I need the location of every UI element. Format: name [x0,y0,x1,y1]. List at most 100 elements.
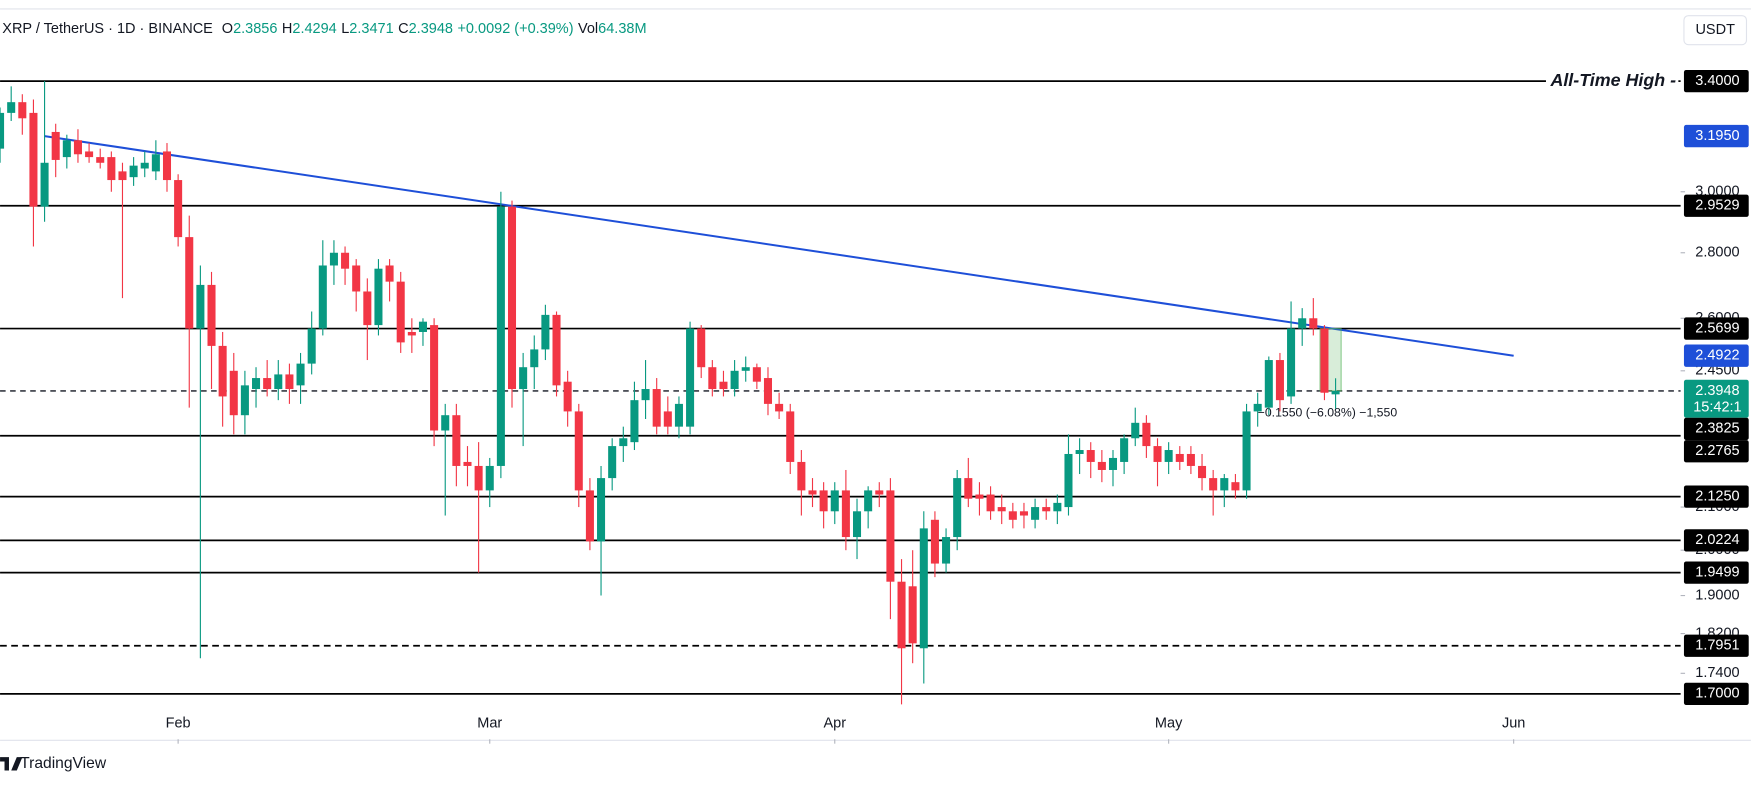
candle-body [797,461,806,491]
candle-body [1242,411,1251,491]
current-price-label: 15:42:1 [1693,400,1741,416]
candle-body [964,478,973,499]
candle-body [62,140,71,158]
candle-body [686,328,695,427]
candle-body [263,378,272,390]
candle-body [307,328,316,364]
measure-text: −0.1550 (−6.08%) −1,550 [1258,406,1398,420]
candle-body [585,490,594,542]
candle-body [997,507,1006,512]
trendline-label-box [1683,344,1749,367]
candle-body [752,367,761,382]
candle-body [1275,360,1284,401]
candle-body [51,131,60,160]
candle-body [1108,457,1118,470]
candle-body [597,478,606,542]
logo-icon [0,757,23,771]
ath-annotation-bg [1545,69,1679,93]
candle-body [808,490,817,495]
y-tick-label: 1.7400 [1695,665,1739,681]
candle-body [786,411,795,462]
ohlc-letter: H [282,21,292,37]
ohlc-letter: O [222,21,233,37]
candle-body [485,465,494,491]
candle-body [930,519,939,564]
trendline-label: 3.1950 [1695,128,1739,144]
candle-body [285,374,294,390]
candle-body [207,284,216,346]
candle-body [530,349,539,368]
candle-body [886,490,895,582]
trendline-label-box [1683,124,1749,148]
level-label: 2.2765 [1695,443,1739,459]
volume-prefix: Vol [578,21,598,37]
level-label-box [1683,485,1749,508]
level-label-box [1683,317,1749,340]
candle-body [1075,450,1084,454]
candle-body [140,162,149,169]
candle-body [463,461,472,466]
candle-body [1142,422,1151,447]
candle-body [953,478,962,538]
candle-body [40,162,49,207]
candle-body [396,281,405,343]
candle-body [741,367,750,371]
y-tick-label: 1.9000 [1695,587,1739,603]
y-tick-label: 2.8000 [1695,245,1739,261]
ohlc-value: 2.3948 [409,21,453,37]
x-tick-label: Apr [823,715,846,731]
candle-body [763,378,773,404]
ath-annotation: All-Time High - [1549,70,1676,90]
candle-body [507,206,517,390]
candle-body [841,490,850,538]
currency-button[interactable] [1683,15,1748,46]
candle-body [1209,478,1218,491]
ohlc-value: 2.3856 [233,21,277,37]
candle-body [697,328,706,368]
candle-body [819,490,828,512]
candle-body [574,411,583,491]
candle-body [229,370,238,416]
candle-body [329,252,338,266]
candle-body [252,378,261,390]
candle-body [708,367,717,390]
candle-body [1253,403,1262,412]
level-label-box [1683,634,1749,657]
candle-body [652,389,661,427]
candle-body [1064,453,1073,508]
symbol: XRP / TetherUS · 1D · BINANCE [2,21,213,37]
level-label: 3.4000 [1695,73,1739,89]
candle-body [853,511,862,538]
x-tick-label: Jun [1502,715,1525,731]
candle-body [563,381,572,412]
candle-body [129,165,138,178]
candle-body [407,331,416,336]
candle-body [897,581,906,649]
candle-body [986,494,995,512]
level-label-box [1683,194,1749,217]
candle-body [1120,438,1129,462]
candle-body [174,180,183,238]
candle-body [363,291,372,326]
level-label-box [1683,682,1749,706]
candle-body [1231,482,1240,491]
brand: TradingView [20,755,107,772]
candle-body [162,151,172,181]
candle-body [474,465,483,491]
level-label: 1.9499 [1695,564,1739,580]
candle-body [274,374,283,390]
candle-body [151,154,160,172]
candle-body [630,400,639,443]
candle-body [1042,507,1051,512]
candle-body [1298,318,1307,329]
level-label: 2.3825 [1695,421,1739,437]
change: +0.0092 (+0.39%) [457,21,573,37]
candle-body [864,490,873,512]
candle-body [318,265,327,329]
candle-body [107,157,116,181]
trendline [44,135,1514,357]
candle-body [73,140,82,155]
candle-body [1031,507,1040,520]
level-label-box [1683,529,1749,552]
